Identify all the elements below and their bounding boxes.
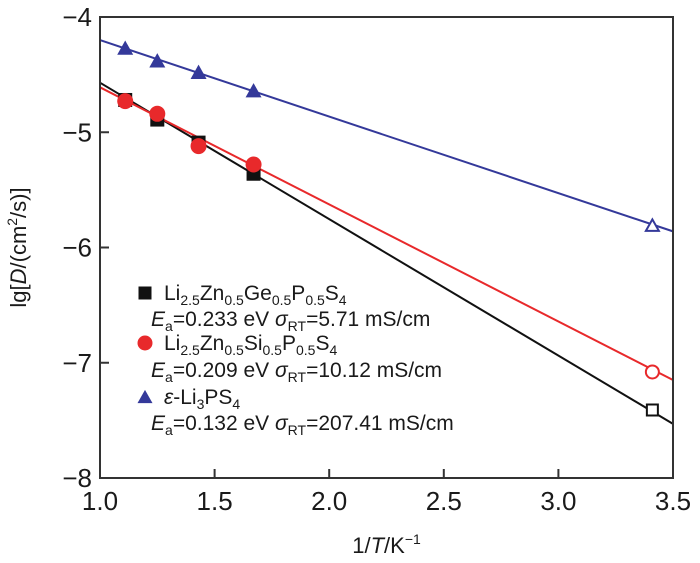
data-point-circle (190, 138, 207, 155)
data-point-triangle (190, 64, 207, 79)
legend-formula: ε-Li3PS4 (164, 386, 240, 412)
data-markers (117, 40, 661, 417)
legend-marker-circle (137, 335, 153, 351)
y-tick-label: −4 (62, 2, 92, 32)
y-axis-ticks: −4 −5 −6 −7 −8 (62, 2, 109, 493)
data-point-triangle (149, 53, 166, 68)
fit-line-circle (99, 86, 674, 381)
x-tick-label: 1.5 (197, 486, 233, 516)
legend-formula: Li2.5Zn0.5Si0.5P0.5S4 (164, 332, 337, 358)
y-tick-label: −7 (62, 348, 92, 378)
y-tick-label: −6 (62, 233, 92, 263)
x-axis-ticks: 1.0 1.5 2.0 2.5 3.0 3.5 (82, 469, 691, 516)
data-point-circle (117, 93, 134, 110)
data-point-circle (149, 105, 166, 122)
legend-stats: Ea=0.233 eV σRT=5.71 mS/cm (151, 308, 430, 334)
x-tick-label: 2.5 (426, 486, 462, 516)
extrapolated-point-triangle (644, 217, 661, 232)
legend-stats: Ea=0.209 eV σRT=10.12 mS/cm (151, 359, 442, 385)
x-tick-label: 3.5 (655, 486, 691, 516)
data-point-triangle (245, 83, 262, 98)
extrapolated-point-square (645, 403, 659, 417)
y-tick-label: −8 (62, 463, 92, 493)
legend-marker-square (138, 286, 152, 300)
data-point-triangle (117, 40, 134, 55)
x-tick-label: 3.0 (540, 486, 576, 516)
data-point-circle (245, 156, 262, 173)
legend-formula: Li2.5Zn0.5Ge0.5P0.5S4 (164, 282, 347, 308)
fit-line-triangle (99, 39, 674, 233)
x-tick-label: 2.0 (311, 486, 347, 516)
y-tick-label: −5 (62, 117, 92, 147)
x-tick-label: 1.0 (82, 486, 118, 516)
x-axis-title: 1/T/K−1 (352, 531, 421, 558)
legend-stats: Ea=0.132 eV σRT=207.41 mS/cm (151, 412, 454, 438)
y-axis-title: lg[D/(cm2/s)] (4, 187, 31, 307)
extrapolated-point-circle (644, 364, 660, 380)
legend-marker-triangle (137, 389, 153, 404)
